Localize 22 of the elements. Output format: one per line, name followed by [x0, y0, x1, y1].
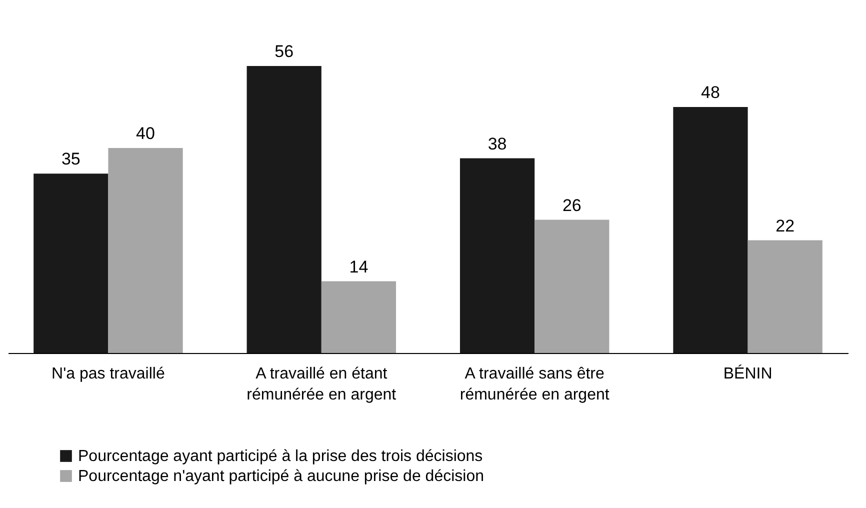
- bar: [534, 220, 610, 353]
- bar: [748, 240, 822, 353]
- legend-label: Pourcentage ayant participé à la prise des trois décisions: [78, 448, 483, 465]
- bar: [246, 66, 322, 353]
- x-tick-label: N'a pas travaillé: [52, 366, 165, 382]
- legend-label: Pourcentage n'ayant participé à aucune prise de décision: [78, 468, 484, 485]
- x-tick-label: A travaillé en étant rémunérée en argent: [246, 366, 397, 404]
- bar: [460, 158, 535, 353]
- data-label: 40: [136, 124, 155, 143]
- bar: [673, 107, 748, 353]
- data-label: 22: [776, 216, 795, 236]
- data-label: 48: [701, 83, 720, 102]
- data-label: 35: [61, 150, 80, 169]
- data-label: 26: [562, 196, 582, 215]
- bar: [108, 148, 183, 353]
- data-label: 56: [274, 42, 294, 61]
- x-tick-label: A travaillé sans être rémunérée en argent: [460, 366, 610, 404]
- bar: [34, 174, 108, 353]
- x-tick-label: BÉNIN: [723, 364, 772, 382]
- data-label: 38: [488, 134, 507, 154]
- data-label: 14: [349, 257, 368, 276]
- bar: [321, 281, 396, 353]
